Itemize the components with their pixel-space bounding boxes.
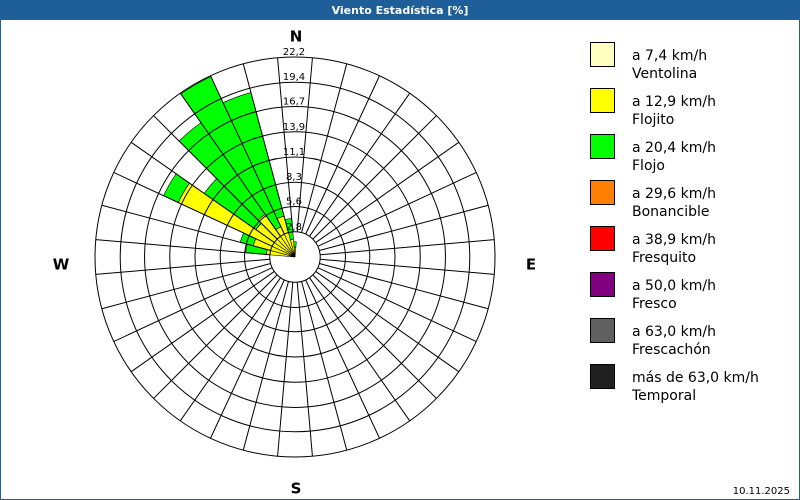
spoke [305,279,380,439]
legend-name: a 50,0 km/h [632,278,716,294]
wind-sector [293,241,297,248]
spoke [296,57,313,232]
legend-label: Frescachón [632,342,711,358]
ring-label: 22,2 [283,47,305,58]
date: 10.11.2025 [733,486,790,497]
spoke [242,63,289,233]
legend-name: a 7,4 km/h [632,48,707,64]
spoke [319,263,489,310]
grid-ring [269,231,321,283]
grid-ring [219,181,371,333]
legend-name: a 20,4 km/h [632,140,716,156]
spoke [95,258,270,275]
spoke [242,281,289,451]
compass-south: S [291,480,302,498]
spoke [309,92,411,237]
legend-swatch [590,226,615,251]
legend-name: a 12,9 km/h [632,94,716,110]
spoke [305,75,380,235]
grid-ring [194,156,396,358]
spoke [130,141,275,243]
spoke [130,271,275,373]
spoke [210,75,285,235]
spoke [301,281,348,451]
legend-swatch [590,180,615,205]
compass-north: N [290,28,303,46]
spoke [296,282,313,457]
spoke [113,267,273,342]
ring-label: 16,7 [283,97,305,108]
compass-east: E [526,256,536,274]
grid-ring [144,106,446,408]
spoke [277,282,294,457]
spoke [153,115,278,240]
ring-label: 19,4 [283,72,305,83]
spoke [210,279,285,439]
legend-swatch [590,364,615,389]
legend-label: Flojo [632,158,665,174]
legend-label: Fresco [632,296,677,312]
spoke [320,258,495,275]
ring-label: 5,6 [286,197,302,208]
legend-swatch [590,318,615,343]
spoke [315,141,460,243]
grid-ring [119,81,471,433]
spoke [317,267,477,342]
ring-label: 2,8 [286,222,302,233]
compass-west: W [53,256,70,274]
spoke [113,172,273,247]
spoke [320,239,495,256]
spoke [101,263,271,310]
spoke [153,274,278,399]
spoke [319,204,489,251]
ring-label: 13,9 [283,122,305,133]
spoke [317,172,477,247]
title-bar [0,0,800,20]
grid-ring [244,206,346,308]
ring-label: 8,3 [286,172,302,183]
spoke [312,274,437,399]
legend-name: más de 63,0 km/h [632,370,759,386]
legend-label: Flojito [632,112,674,128]
spoke [95,239,270,256]
spoke [315,271,460,373]
legend-name: a 29,6 km/h [632,186,716,202]
legend-label: Fresquito [632,250,696,266]
ring-label: 11,1 [283,147,305,158]
legend-swatch [590,134,615,159]
spoke [301,63,348,233]
spoke [179,277,281,422]
legend-swatch [590,272,615,297]
legend-name: a 63,0 km/h [632,324,716,340]
spoke [309,277,411,422]
spoke [179,92,281,237]
spoke [101,204,271,251]
grid-ring [94,56,496,458]
legend-swatch [590,88,615,113]
spoke [277,57,294,232]
legend-name: a 38,9 km/h [632,232,716,248]
legend-label: Ventolina [632,66,697,82]
legend-label: Temporal [631,388,696,404]
legend-label: Bonancible [632,204,709,220]
spoke [312,115,437,240]
grid-ring [169,131,421,383]
chart-title: Viento Estadística [%] [332,4,469,17]
legend-swatch [590,42,615,67]
